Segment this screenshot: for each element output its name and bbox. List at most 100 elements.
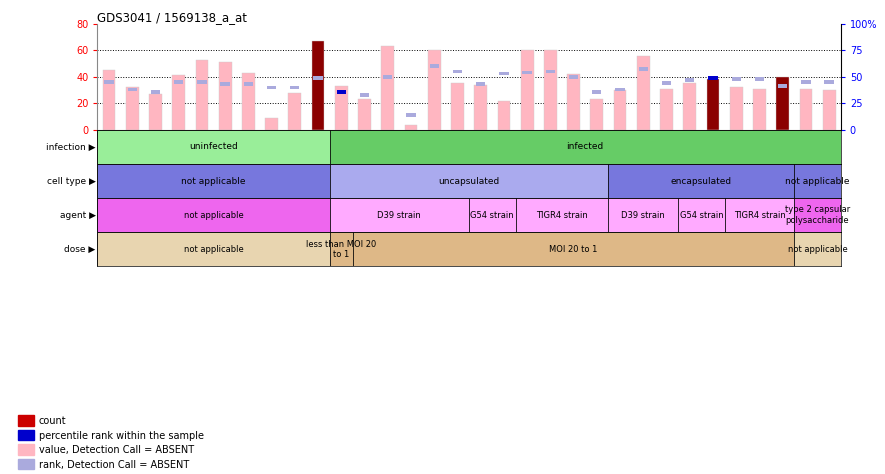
Text: D39 strain: D39 strain <box>621 211 666 219</box>
Text: type 2 capsular
polysaccharide: type 2 capsular polysaccharide <box>785 206 850 225</box>
Text: encapsulated: encapsulated <box>671 177 732 185</box>
Bar <box>569 75 578 79</box>
Bar <box>427 50 441 130</box>
Text: not applicable: not applicable <box>181 177 246 185</box>
Bar <box>678 198 725 232</box>
Text: D39 strain: D39 strain <box>378 211 421 219</box>
Bar <box>732 77 741 81</box>
Text: not applicable: not applicable <box>788 245 848 254</box>
Bar <box>103 70 115 130</box>
Bar <box>776 77 789 130</box>
Bar <box>266 118 278 130</box>
Bar <box>97 164 330 198</box>
Bar <box>97 232 330 266</box>
Bar <box>799 89 812 130</box>
Bar <box>18 429 34 440</box>
Bar <box>97 130 330 164</box>
Text: G54 strain: G54 strain <box>471 211 514 219</box>
Bar <box>683 83 696 130</box>
Text: not applicable: not applicable <box>183 245 243 254</box>
Bar <box>220 82 230 86</box>
Bar <box>290 85 299 89</box>
Bar <box>196 60 208 130</box>
Bar <box>243 82 253 86</box>
Bar <box>753 89 766 130</box>
Bar <box>18 444 34 455</box>
Bar <box>360 93 369 97</box>
Bar <box>825 80 834 84</box>
Bar <box>469 198 515 232</box>
Bar <box>429 64 439 68</box>
Bar <box>197 80 206 84</box>
Bar <box>546 70 555 73</box>
Bar <box>801 80 811 84</box>
Bar <box>381 46 394 130</box>
Bar <box>520 50 534 130</box>
Bar <box>515 198 609 232</box>
Bar <box>567 74 580 130</box>
Text: infection ▶: infection ▶ <box>46 143 96 151</box>
Bar <box>127 88 137 91</box>
Bar <box>330 198 469 232</box>
Bar <box>755 77 764 81</box>
Text: G54 strain: G54 strain <box>680 211 723 219</box>
Text: not applicable: not applicable <box>785 177 850 185</box>
Bar <box>126 87 139 130</box>
Bar <box>660 89 673 130</box>
Text: dose ▶: dose ▶ <box>65 245 96 254</box>
Text: TIGR4 strain: TIGR4 strain <box>734 211 785 219</box>
Bar <box>330 164 609 198</box>
Bar <box>335 86 348 130</box>
Bar <box>18 459 34 469</box>
Bar <box>662 82 671 85</box>
Bar <box>406 113 416 117</box>
Bar <box>312 41 325 130</box>
Bar <box>104 80 113 84</box>
Bar <box>609 198 678 232</box>
Bar <box>685 78 695 82</box>
Bar <box>476 82 485 86</box>
Bar <box>313 76 323 80</box>
Bar <box>173 75 185 130</box>
Bar <box>639 67 648 71</box>
Bar <box>289 93 301 130</box>
Bar <box>336 90 346 93</box>
Bar <box>474 85 487 130</box>
Bar <box>497 100 511 130</box>
Bar <box>725 198 795 232</box>
Bar <box>613 90 627 130</box>
Bar <box>242 73 255 130</box>
Bar <box>795 164 841 198</box>
Text: TIGR4 strain: TIGR4 strain <box>536 211 588 219</box>
Bar <box>383 75 392 79</box>
Text: not applicable: not applicable <box>183 211 243 219</box>
Text: cell type ▶: cell type ▶ <box>47 177 96 185</box>
Text: less than MOI 20
to 1: less than MOI 20 to 1 <box>306 240 376 259</box>
Bar <box>795 232 841 266</box>
Bar <box>451 83 464 130</box>
Bar <box>330 130 841 164</box>
Text: GDS3041 / 1569138_a_at: GDS3041 / 1569138_a_at <box>97 11 247 24</box>
Bar <box>708 76 718 80</box>
Text: rank, Detection Call = ABSENT: rank, Detection Call = ABSENT <box>39 460 189 470</box>
Bar <box>522 71 532 74</box>
Bar <box>330 232 353 266</box>
Bar <box>18 415 34 426</box>
Bar <box>267 85 276 89</box>
Bar <box>795 198 841 232</box>
Bar <box>353 232 795 266</box>
Bar <box>404 125 418 130</box>
Bar <box>823 90 835 130</box>
Text: uncapsulated: uncapsulated <box>438 177 500 185</box>
Bar <box>778 84 788 88</box>
Text: value, Detection Call = ABSENT: value, Detection Call = ABSENT <box>39 445 194 455</box>
Bar <box>609 164 795 198</box>
Text: percentile rank within the sample: percentile rank within the sample <box>39 430 204 440</box>
Bar <box>149 94 162 130</box>
Text: agent ▶: agent ▶ <box>59 211 96 219</box>
Text: MOI 20 to 1: MOI 20 to 1 <box>550 245 597 254</box>
Bar <box>358 100 371 130</box>
Bar <box>592 90 602 93</box>
Bar <box>97 198 330 232</box>
Bar <box>615 88 625 91</box>
